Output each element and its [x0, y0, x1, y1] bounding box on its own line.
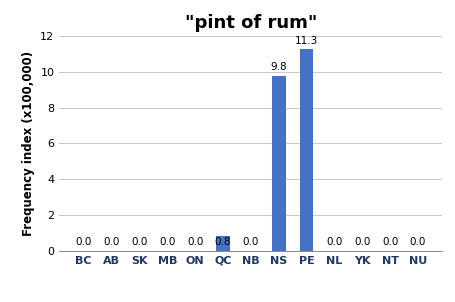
Text: 0.8: 0.8 [214, 237, 231, 247]
Text: 0.0: 0.0 [353, 237, 369, 247]
Text: 0.0: 0.0 [381, 237, 397, 247]
Text: 11.3: 11.3 [294, 36, 318, 46]
Text: 0.0: 0.0 [409, 237, 425, 247]
Bar [271, 76, 285, 251]
Text: 0.0: 0.0 [242, 237, 258, 247]
Title: "pint of rum": "pint of rum" [184, 14, 316, 32]
Text: 0.0: 0.0 [75, 237, 91, 247]
Text: 0.0: 0.0 [187, 237, 203, 247]
Text: 0.0: 0.0 [159, 237, 175, 247]
Text: 0.0: 0.0 [325, 237, 342, 247]
Bar [299, 49, 313, 251]
Text: 9.8: 9.8 [270, 62, 286, 72]
Y-axis label: Frequency index (x100,000): Frequency index (x100,000) [22, 51, 35, 236]
Text: 0.0: 0.0 [131, 237, 147, 247]
Bar [216, 236, 229, 251]
Text: 0.0: 0.0 [103, 237, 120, 247]
